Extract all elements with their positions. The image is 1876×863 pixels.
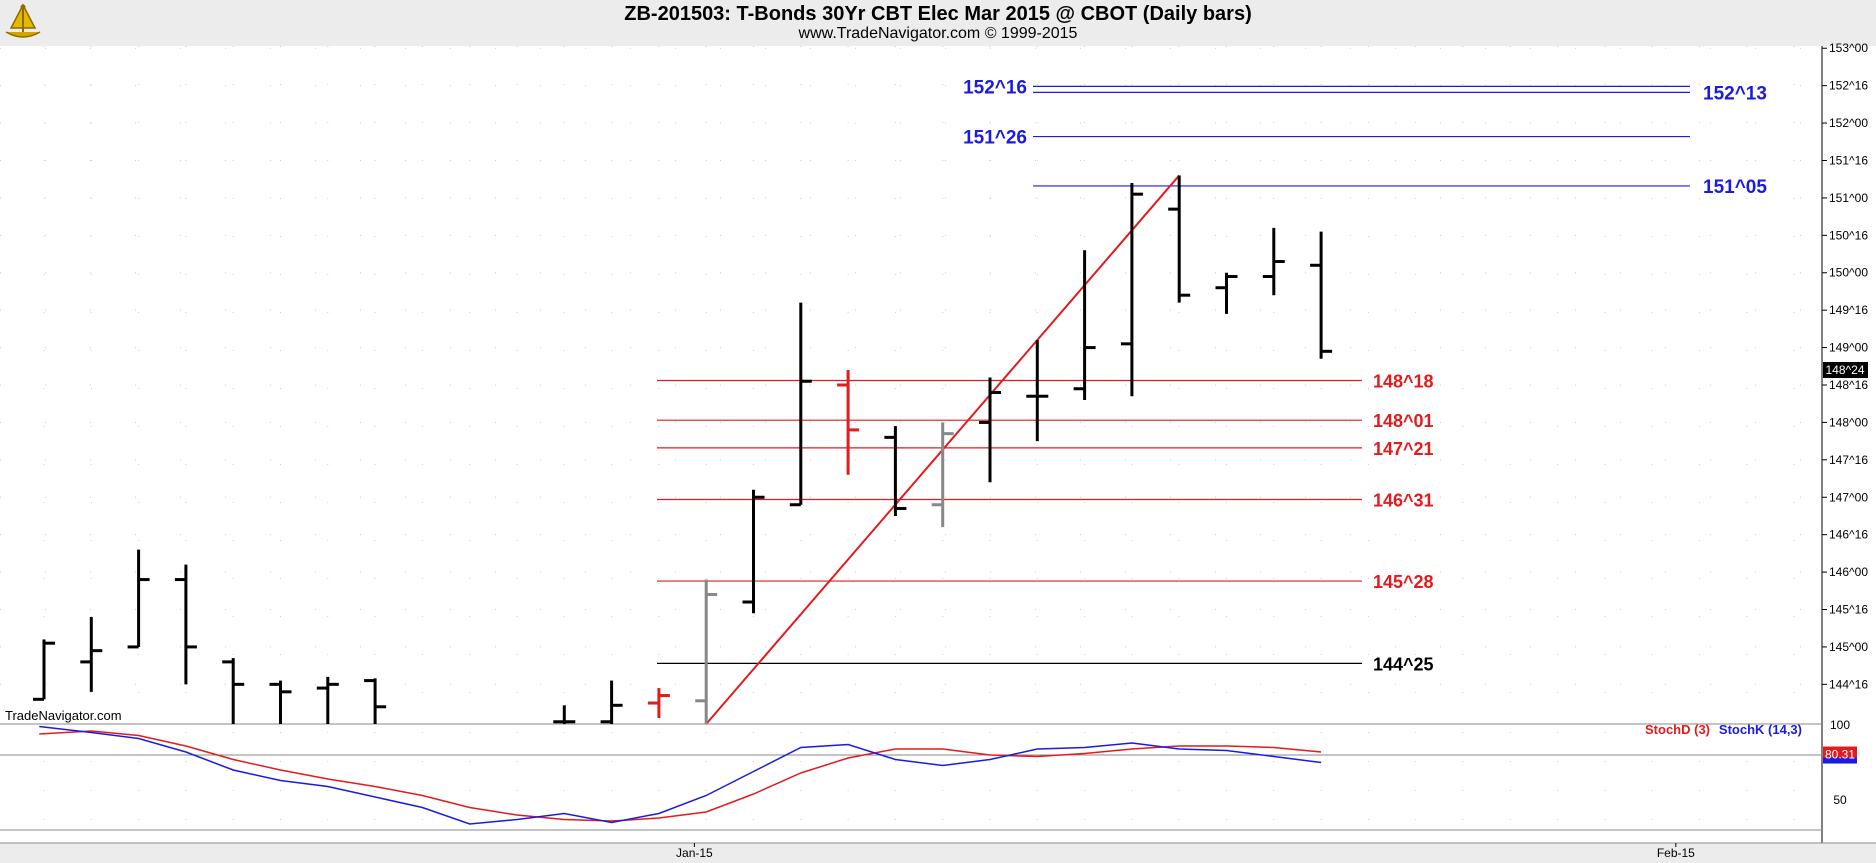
stoch-last-badge-k bbox=[1823, 757, 1857, 764]
ohlc-bar bbox=[1310, 231, 1333, 359]
price-tick-label: 146^16 bbox=[1829, 528, 1868, 542]
ohlc-bars bbox=[33, 175, 1333, 724]
price-tick-label: 150^16 bbox=[1829, 228, 1868, 242]
price-tick-label: 145^00 bbox=[1829, 640, 1868, 654]
ohlc-bar bbox=[269, 680, 292, 724]
ohlc-bar bbox=[33, 639, 55, 701]
price-tick-label: 152^00 bbox=[1829, 116, 1868, 130]
date-tick-label: Jan-15 bbox=[676, 846, 713, 860]
ohlc-bar bbox=[742, 489, 765, 614]
price-tick-label: 147^00 bbox=[1829, 490, 1868, 504]
level-label-152^16: 152^16 bbox=[963, 77, 1027, 98]
chart-frame bbox=[0, 46, 1876, 863]
ohlc-bar bbox=[80, 616, 103, 692]
ohlc-bar bbox=[695, 579, 718, 724]
level-label-148^01: 148^01 bbox=[1373, 411, 1434, 431]
ohlc-bar bbox=[600, 680, 623, 724]
price-tick-label: 149^00 bbox=[1829, 341, 1868, 355]
ohlc-bar bbox=[931, 422, 954, 528]
legend-stochd: StochD (3) bbox=[1645, 722, 1710, 737]
level-label-148^18: 148^18 bbox=[1373, 372, 1434, 392]
grid-layer bbox=[0, 46, 1820, 724]
ohlc-bar bbox=[1262, 227, 1285, 296]
ohlc-bar bbox=[1073, 250, 1096, 400]
level-label-151^26: 151^26 bbox=[963, 128, 1027, 149]
ohlc-bar bbox=[789, 302, 812, 507]
ohlc-bar bbox=[174, 564, 197, 685]
price-tick-label: 148^00 bbox=[1829, 415, 1868, 429]
ohlc-bar bbox=[837, 370, 860, 475]
ohlc-bar bbox=[1120, 182, 1143, 397]
price-axis-background bbox=[1822, 46, 1876, 843]
last-price-label: 148^24 bbox=[1826, 363, 1865, 377]
date-axis: Jan-15 Feb-15 bbox=[676, 843, 1695, 860]
chart-title: ZB-201503: T-Bonds 30Yr CBT Elec Mar 201… bbox=[624, 3, 1252, 25]
stochastic-panel: 100 50 StochD (3) StochK (14,3) 80.31 bbox=[0, 718, 1857, 830]
level-label-152^13: 152^13 bbox=[1703, 83, 1767, 104]
ohlc-bar bbox=[1215, 272, 1238, 314]
legend-stochk: StochK (14,3) bbox=[1719, 722, 1802, 737]
ohlc-bar bbox=[1168, 175, 1191, 303]
price-tick-label: 149^16 bbox=[1829, 303, 1868, 317]
stoch-last-value: 80.31 bbox=[1825, 748, 1855, 762]
price-tick-label: 152^16 bbox=[1829, 79, 1868, 93]
price-axis: 153^00 152^16 152^00 151^16 151^00 150^16 150^… bbox=[1822, 41, 1868, 691]
stoch-tick-label: 50 bbox=[1833, 793, 1847, 807]
ohlc-bar bbox=[1026, 340, 1049, 442]
level-label-146^31: 146^31 bbox=[1373, 490, 1434, 510]
ohlc-bar bbox=[979, 377, 1001, 483]
ohlc-bar bbox=[222, 658, 245, 724]
ohlc-bar bbox=[127, 549, 150, 649]
level-label-151^05: 151^05 bbox=[1703, 177, 1767, 198]
level-label-144^25: 144^25 bbox=[1373, 654, 1434, 674]
price-tick-label: 153^00 bbox=[1829, 41, 1868, 55]
ohlc-bar bbox=[364, 678, 387, 724]
ohlc-bar bbox=[316, 676, 339, 724]
date-axis-background bbox=[0, 843, 1876, 863]
chart-subtitle: www.TradeNavigator.com © 1999-2015 bbox=[798, 25, 1078, 42]
price-tick-label: 145^16 bbox=[1829, 603, 1868, 617]
price-levels: 152^16 152^13 151^26 151^05 148^18 148^01 147^… bbox=[657, 77, 1767, 674]
ohlc-bar bbox=[884, 426, 907, 516]
ohlc-bar bbox=[647, 688, 670, 719]
chart-header: ZB-201503: T-Bonds 30Yr CBT Elec Mar 201… bbox=[0, 0, 1876, 46]
stoch-line-StochK (14,3) bbox=[39, 725, 1322, 825]
price-tick-label: 150^00 bbox=[1829, 266, 1868, 280]
price-tick-label: 148^16 bbox=[1829, 378, 1868, 392]
level-label-147^21: 147^21 bbox=[1373, 439, 1434, 459]
stoch-tick-label: 100 bbox=[1830, 718, 1850, 732]
tradenavigator-logo-icon bbox=[5, 3, 41, 38]
level-label-145^28: 145^28 bbox=[1373, 572, 1434, 592]
price-tick-label: 146^00 bbox=[1829, 565, 1868, 579]
last-price-badge bbox=[1823, 362, 1868, 378]
price-tick-label: 151^16 bbox=[1829, 153, 1868, 167]
ohlc-bar bbox=[553, 705, 576, 724]
price-tick-label: 151^00 bbox=[1829, 191, 1868, 205]
watermark-text: TradeNavigator.com bbox=[5, 708, 122, 723]
date-tick-label: Feb-15 bbox=[1657, 846, 1695, 860]
stoch-line-StochD (3) bbox=[39, 730, 1322, 822]
price-tick-label: 147^16 bbox=[1829, 453, 1868, 467]
price-tick-label: 144^16 bbox=[1829, 677, 1868, 691]
